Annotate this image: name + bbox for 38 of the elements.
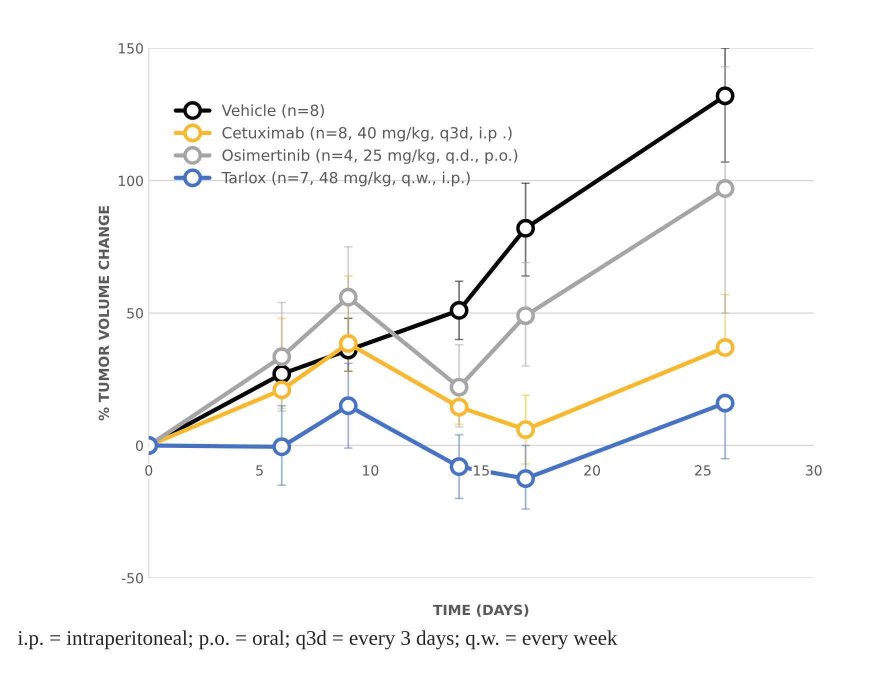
- point: [716, 86, 734, 106]
- point: [516, 420, 535, 439]
- x-tick-label: 0: [145, 465, 152, 476]
- point: [450, 301, 468, 320]
- point: [450, 457, 468, 476]
- point: [716, 179, 734, 198]
- point: [272, 347, 292, 366]
- x-tick-label: 5: [256, 465, 263, 476]
- point: [716, 338, 734, 357]
- point: [338, 396, 358, 416]
- x-tick-label: 10: [363, 465, 378, 476]
- point: [716, 394, 734, 412]
- point: [516, 306, 535, 326]
- x-tick-label: 25: [695, 465, 711, 476]
- x-axis-title: TIME (DAYS): [433, 604, 528, 617]
- y-tick-label: 100: [118, 176, 143, 186]
- x-tick-label: 30: [806, 465, 822, 476]
- y-tick-label: 0: [136, 440, 143, 451]
- point: [516, 469, 535, 488]
- y-axis-title: % TUMOR VOLUME CHANGE: [98, 206, 110, 421]
- legend-label: Tarlox (n=7, 48 mg/kg, q.w., i.p.): [222, 172, 470, 186]
- point: [450, 378, 468, 397]
- legend-label: Vehicle (n=8): [222, 104, 324, 118]
- legend-label: Osimertinib (n=4, 25 mg/kg, q.d., p.o.): [222, 149, 518, 164]
- point: [272, 380, 292, 400]
- x-tick-label: 20: [584, 465, 600, 476]
- point: [450, 398, 468, 416]
- point: [338, 288, 358, 307]
- y-tick-label: -50: [122, 572, 143, 584]
- text: i.p. = intraperitoneal; p.o. = oral; q3d = every 3 days; q.w. = every week: [18, 630, 618, 650]
- point: [516, 218, 535, 238]
- x-tick-label: 15: [474, 465, 489, 476]
- point: [338, 334, 358, 353]
- y-tick-label: 50: [127, 308, 143, 319]
- y-tick-label: 150: [118, 43, 143, 54]
- point: [272, 437, 292, 456]
- point: [272, 364, 292, 384]
- legend-label: Cetuximab (n=8, 40 mg/kg, q3d, i.p .): [222, 126, 512, 142]
